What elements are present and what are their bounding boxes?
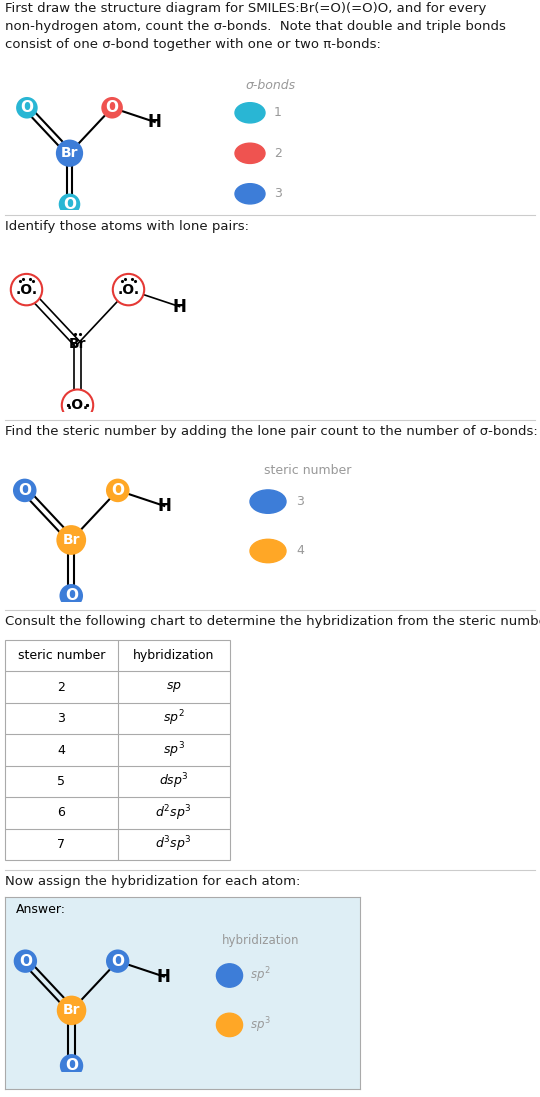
Circle shape bbox=[106, 950, 130, 973]
Text: O: O bbox=[18, 483, 31, 498]
Text: O: O bbox=[65, 588, 78, 603]
Text: Consult the following chart to determine the hybridization from the steric numbe: Consult the following chart to determine… bbox=[5, 615, 540, 627]
Circle shape bbox=[235, 103, 265, 123]
Text: O: O bbox=[19, 953, 32, 969]
Circle shape bbox=[217, 1014, 242, 1037]
Text: Br: Br bbox=[69, 337, 86, 351]
Circle shape bbox=[59, 584, 83, 608]
Circle shape bbox=[13, 478, 37, 502]
Text: 3: 3 bbox=[274, 188, 282, 201]
Circle shape bbox=[250, 540, 286, 563]
Text: hybridization: hybridization bbox=[133, 649, 214, 663]
Text: 6: 6 bbox=[57, 806, 65, 819]
Text: 4: 4 bbox=[57, 744, 65, 757]
Text: H: H bbox=[157, 968, 171, 985]
Text: steric number: steric number bbox=[18, 649, 105, 663]
Text: 5: 5 bbox=[57, 774, 65, 788]
Circle shape bbox=[250, 490, 286, 513]
Text: Br: Br bbox=[60, 146, 78, 160]
Circle shape bbox=[235, 144, 265, 163]
Text: First draw the structure diagram for SMILES:Br(=O)(=O)O, and for every
non-hydro: First draw the structure diagram for SMI… bbox=[5, 2, 506, 50]
Circle shape bbox=[11, 274, 42, 305]
Text: H: H bbox=[157, 497, 171, 514]
Circle shape bbox=[113, 274, 144, 305]
Text: Answer:: Answer: bbox=[16, 903, 66, 916]
Text: O: O bbox=[65, 1059, 78, 1073]
Text: hybridization: hybridization bbox=[222, 934, 300, 947]
Text: $sp^2$: $sp^2$ bbox=[250, 965, 271, 985]
Text: $dsp^3$: $dsp^3$ bbox=[159, 771, 188, 791]
Text: 2: 2 bbox=[57, 680, 65, 693]
Circle shape bbox=[14, 950, 37, 973]
Text: steric number: steric number bbox=[264, 464, 352, 477]
Circle shape bbox=[56, 525, 86, 555]
Circle shape bbox=[16, 97, 38, 118]
Text: $d^3sp^3$: $d^3sp^3$ bbox=[156, 835, 192, 855]
Text: H: H bbox=[148, 113, 161, 131]
Text: Find the steric number by adding the lone pair count to the number of σ-bonds:: Find the steric number by adding the lon… bbox=[5, 425, 538, 438]
Text: $d^2sp^3$: $d^2sp^3$ bbox=[156, 803, 192, 823]
Circle shape bbox=[56, 139, 83, 167]
Text: 4: 4 bbox=[296, 544, 304, 557]
Text: Br: Br bbox=[63, 1004, 80, 1017]
Text: $sp^3$: $sp^3$ bbox=[250, 1015, 271, 1034]
Text: Br: Br bbox=[63, 533, 80, 547]
Text: 3: 3 bbox=[57, 712, 65, 725]
Text: $sp^2$: $sp^2$ bbox=[163, 709, 185, 728]
Text: Now assign the hybridization for each atom:: Now assign the hybridization for each at… bbox=[5, 875, 300, 887]
Text: $sp$: $sp$ bbox=[166, 680, 181, 694]
Text: O: O bbox=[111, 953, 124, 969]
Circle shape bbox=[59, 193, 80, 215]
Text: .O.: .O. bbox=[16, 283, 38, 296]
Text: 1: 1 bbox=[274, 106, 282, 120]
Text: .O.: .O. bbox=[117, 283, 139, 296]
Text: O: O bbox=[21, 100, 33, 115]
Circle shape bbox=[102, 97, 123, 118]
Circle shape bbox=[217, 964, 242, 987]
Circle shape bbox=[60, 1054, 83, 1077]
Text: O: O bbox=[106, 100, 119, 115]
Text: 2: 2 bbox=[274, 147, 282, 160]
Text: O: O bbox=[111, 483, 124, 498]
Text: H: H bbox=[173, 297, 186, 316]
Text: 3: 3 bbox=[296, 495, 304, 508]
Circle shape bbox=[62, 389, 93, 421]
Text: 7: 7 bbox=[57, 838, 65, 851]
Circle shape bbox=[57, 996, 86, 1026]
Circle shape bbox=[235, 183, 265, 204]
Text: Identify those atoms with lone pairs:: Identify those atoms with lone pairs: bbox=[5, 220, 249, 233]
Text: σ-bonds: σ-bonds bbox=[246, 79, 296, 92]
Text: $sp^3$: $sp^3$ bbox=[163, 740, 185, 760]
Circle shape bbox=[106, 478, 130, 502]
Text: .O.: .O. bbox=[66, 398, 89, 412]
Text: O: O bbox=[63, 196, 76, 212]
